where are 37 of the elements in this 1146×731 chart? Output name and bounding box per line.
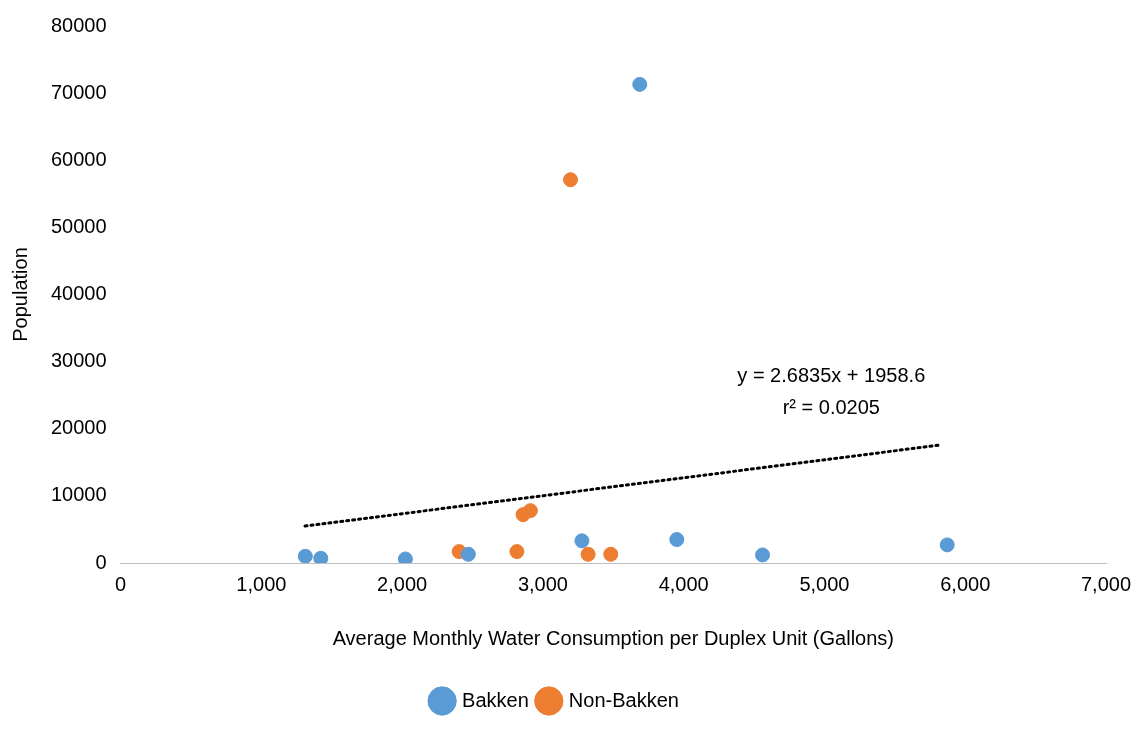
y-tick-label: 80000 (50, 13, 107, 36)
x-tick-label: 4,000 (658, 572, 709, 595)
y-tick-label: 0 (95, 550, 107, 573)
annotation: r² = 0.0205 (782, 396, 880, 419)
point (460, 546, 476, 562)
legend-label: Non-Bakken (568, 688, 679, 711)
x-tick-label: 7,000 (1080, 572, 1132, 595)
point (669, 532, 685, 548)
point (563, 172, 579, 188)
x-tick-label: 2,000 (377, 572, 428, 595)
y-tick-label: 20000 (50, 416, 107, 439)
x-axis-title: Average Monthly Water Consumption per Duplex Unit (Gallons) (332, 626, 894, 649)
x-tick-label: 3,000 (517, 572, 568, 595)
point (509, 544, 525, 560)
y-tick-label: 50000 (50, 214, 107, 237)
y-axis-title: Population (8, 247, 31, 342)
x-tick-label: 6,000 (940, 572, 991, 595)
y-tick-label: 70000 (50, 80, 107, 103)
y-tick-label: 60000 (50, 147, 107, 170)
legend-label: Bakken (462, 688, 529, 711)
y-tick-label: 30000 (50, 349, 107, 372)
point (603, 546, 619, 562)
y-tick-label: 40000 (50, 282, 107, 305)
point (522, 503, 538, 519)
x-tick-label: 1,000 (236, 572, 287, 595)
y-tick-label: 10000 (50, 483, 107, 506)
point (755, 547, 771, 563)
x-tick-label: 0 (115, 572, 127, 595)
x-tick-label: 5,000 (799, 572, 850, 595)
point (313, 550, 329, 563)
point (574, 533, 590, 549)
point (580, 546, 596, 562)
annotation: y = 2.6835x + 1958.6 (737, 364, 926, 387)
point (632, 76, 648, 92)
point (939, 537, 955, 553)
point (297, 548, 313, 563)
point (397, 551, 413, 563)
